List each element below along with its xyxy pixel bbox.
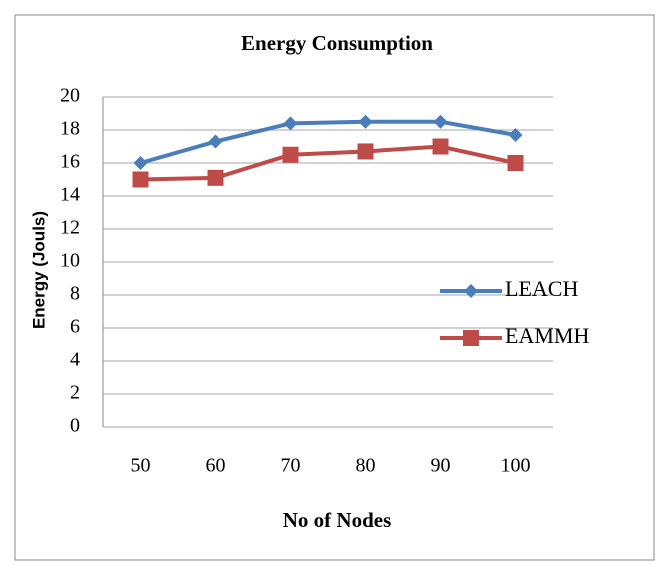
y-axis-title: Energy (Jouls): [29, 211, 48, 329]
y-tick-label: 2: [70, 382, 80, 404]
x-tick-label: 80: [356, 455, 376, 477]
marker: [208, 134, 223, 149]
chart-title: Energy Consumption: [241, 31, 433, 55]
y-tick-label: 8: [70, 283, 80, 305]
marker: [464, 284, 478, 298]
marker: [433, 114, 448, 129]
marker: [507, 155, 524, 171]
series-line: [139, 119, 516, 165]
y-tick-label: 16: [60, 151, 80, 173]
marker: [508, 127, 523, 142]
marker: [357, 143, 374, 160]
x-tick-label: 60: [206, 455, 226, 477]
series-line: [140, 144, 516, 182]
legend-label: EAMMH: [505, 323, 589, 348]
marker: [358, 114, 373, 129]
legend-label: LEACH: [505, 276, 578, 301]
y-tick-label: 12: [60, 217, 80, 239]
x-tick-label: 70: [281, 455, 301, 477]
y-tick-label: 10: [60, 250, 80, 272]
x-tick-label: 100: [501, 455, 531, 477]
marker: [207, 169, 224, 186]
marker: [282, 146, 299, 163]
y-tick-label: 6: [70, 316, 80, 338]
marker: [432, 138, 449, 155]
x-tick-label: 50: [131, 455, 151, 477]
marker: [463, 330, 479, 346]
y-tick-label: 4: [70, 349, 80, 371]
marker: [283, 116, 298, 131]
chart-border: [14, 14, 655, 561]
y-tick-label: 14: [60, 184, 80, 206]
marker: [132, 171, 149, 188]
marker: [133, 156, 148, 170]
x-axis-title: No of Nodes: [283, 508, 392, 532]
y-tick-label: 0: [70, 415, 80, 437]
y-tick-label: 20: [60, 85, 80, 107]
y-tick-label: 18: [60, 118, 80, 140]
x-tick-label: 90: [431, 455, 451, 477]
